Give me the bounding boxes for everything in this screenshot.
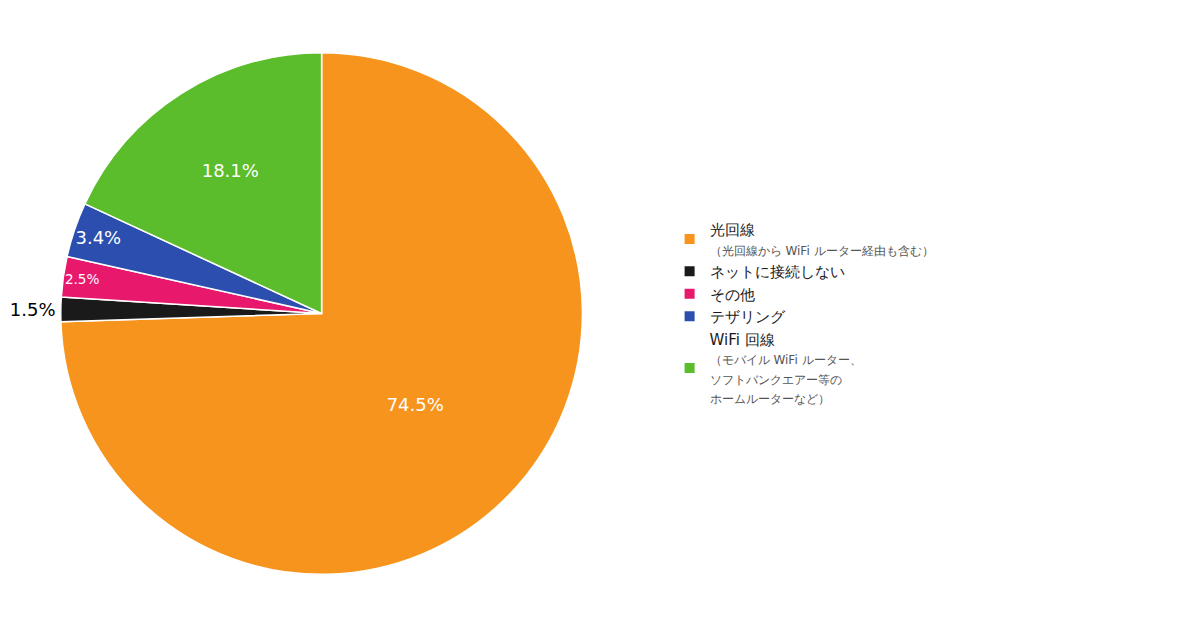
svg-text:その他: その他 <box>710 286 755 304</box>
svg-text:光回線（光回線から WiFi ルーター経由も含む）: 光回線（光回線から WiFi ルーター経由も含む） <box>710 221 934 258</box>
svg-text:ネットに接続しない: ネットに接続しない <box>710 263 845 281</box>
svg-text:18.1%: 18.1% <box>202 160 259 181</box>
svg-text:WiFi 回線（モバイル WiFi ルーター、ソフトバンクエ: WiFi 回線（モバイル WiFi ルーター、ソフトバンクエアー等のホームルータ… <box>710 331 862 407</box>
svg-text:1.5%: 1.5% <box>10 299 56 320</box>
svg-text:3.4%: 3.4% <box>76 227 122 248</box>
svg-text:テザリング: テザリング <box>710 308 786 326</box>
svg-text:2.5%: 2.5% <box>65 271 100 287</box>
svg-text:74.5%: 74.5% <box>387 394 444 415</box>
